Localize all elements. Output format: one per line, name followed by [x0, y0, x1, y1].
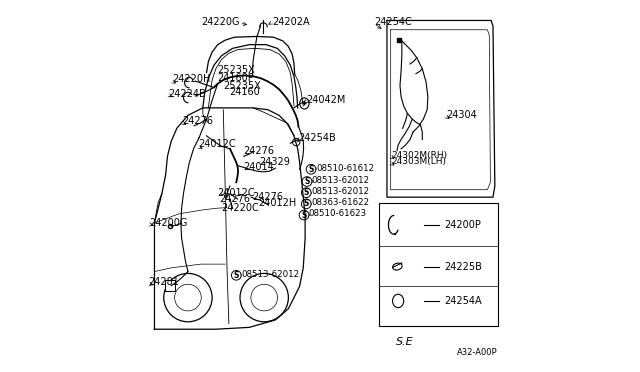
Text: 24200G: 24200G — [149, 218, 188, 228]
Text: 24276: 24276 — [252, 192, 284, 202]
Text: 24220H: 24220H — [172, 74, 211, 84]
Text: S: S — [303, 199, 309, 208]
Text: 24225B: 24225B — [444, 262, 483, 272]
Text: S.E: S.E — [396, 337, 413, 347]
Ellipse shape — [300, 98, 309, 109]
Text: 24254A: 24254A — [444, 296, 482, 306]
Bar — [379, 203, 498, 326]
Text: 24276: 24276 — [244, 146, 275, 155]
Ellipse shape — [392, 263, 402, 270]
Text: 24160: 24160 — [229, 87, 260, 97]
Text: 24304: 24304 — [447, 110, 477, 120]
Text: 24281: 24281 — [148, 277, 179, 287]
Text: 08363-61622: 08363-61622 — [311, 198, 369, 207]
Text: 24254B: 24254B — [298, 134, 336, 143]
Text: 25235X: 25235X — [223, 81, 261, 91]
Text: 24012H: 24012H — [258, 198, 296, 208]
Text: 24042M: 24042M — [306, 95, 346, 105]
Text: 08513-62012: 08513-62012 — [312, 176, 370, 185]
Text: 25235X: 25235X — [218, 65, 255, 75]
Text: 08513-62012: 08513-62012 — [311, 187, 369, 196]
Text: S: S — [308, 165, 314, 174]
Text: 08510-61612: 08510-61612 — [316, 164, 374, 173]
Text: 24202A: 24202A — [273, 17, 310, 26]
Text: 24014: 24014 — [244, 162, 275, 171]
Bar — [164, 280, 175, 291]
Text: 24254C: 24254C — [374, 17, 412, 27]
Text: 24220G: 24220G — [202, 17, 240, 27]
Ellipse shape — [392, 294, 404, 308]
Text: 24224B: 24224B — [168, 89, 206, 99]
Text: 24012C: 24012C — [198, 140, 236, 149]
Text: 08513-62012: 08513-62012 — [241, 270, 300, 279]
Text: 24329: 24329 — [260, 157, 291, 167]
Text: 24302M(RH): 24302M(RH) — [392, 151, 447, 160]
Text: S: S — [304, 177, 310, 186]
Text: 24303M(LH): 24303M(LH) — [392, 157, 447, 166]
Text: 24276: 24276 — [182, 116, 213, 126]
Text: S: S — [301, 211, 307, 219]
Text: S: S — [303, 188, 309, 197]
Text: 24276: 24276 — [220, 194, 251, 204]
Text: S: S — [234, 271, 239, 280]
Text: A32-A00P: A32-A00P — [457, 348, 498, 357]
Text: 24220C: 24220C — [221, 203, 259, 212]
Text: 24160P: 24160P — [218, 73, 255, 83]
Text: 08510-61623: 08510-61623 — [309, 209, 367, 218]
Text: 24012C: 24012C — [218, 188, 255, 198]
Text: 24200P: 24200P — [444, 220, 481, 230]
